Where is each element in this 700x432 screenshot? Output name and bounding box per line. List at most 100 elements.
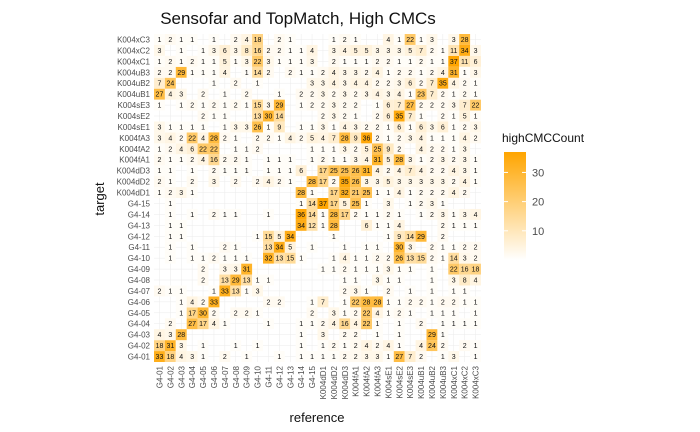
cell-value: 1 xyxy=(332,124,336,131)
cell-value: 4 xyxy=(332,70,336,77)
cell-value: 1 xyxy=(419,37,423,44)
heatmap-cell xyxy=(361,66,372,78)
cell-value: 1 xyxy=(365,267,369,274)
cell-value: 1 xyxy=(245,288,249,295)
cell-value: 3 xyxy=(386,48,390,55)
cell-value: 1 xyxy=(452,321,456,328)
cell-value: 4 xyxy=(452,81,456,88)
cell-value: 5 xyxy=(463,114,467,121)
heatmap-cell xyxy=(219,99,231,111)
cell-value: 2 xyxy=(354,354,358,361)
heatmap-cell xyxy=(328,351,340,362)
y-tick-label: K004dD3 xyxy=(117,167,151,176)
cell-value: 1 xyxy=(310,354,314,361)
cell-value: 29 xyxy=(428,332,436,339)
cell-value: 1 xyxy=(266,278,270,285)
x-tick-label: G4-14 xyxy=(297,365,306,388)
heatmap-cell xyxy=(372,154,383,166)
heatmap-cell xyxy=(164,55,176,67)
heatmap-cell xyxy=(317,176,329,188)
heatmap-cell xyxy=(328,307,340,319)
cell-value: 7 xyxy=(397,103,401,110)
cell-value: 1 xyxy=(288,37,292,44)
cell-value: 1 xyxy=(463,288,467,295)
heatmap-cell xyxy=(350,307,362,319)
cell-value: 1 xyxy=(234,59,238,66)
cell-value: 2 xyxy=(386,59,390,66)
heatmap-cell xyxy=(284,165,296,177)
cell-value: 22 xyxy=(363,310,371,317)
heatmap-cell xyxy=(448,154,460,166)
cell-value: 1 xyxy=(408,59,412,66)
heatmap-cell xyxy=(175,187,187,198)
cell-value: 28 xyxy=(363,299,371,306)
heatmap-cell xyxy=(208,55,220,67)
cell-value: 9 xyxy=(354,135,358,142)
cell-value: 3 xyxy=(386,201,390,208)
cell-value: 1 xyxy=(343,278,347,285)
cell-value: 1 xyxy=(212,81,216,88)
heatmap-cell xyxy=(154,77,165,89)
heatmap-cell xyxy=(273,88,285,100)
cell-value: 1 xyxy=(321,146,325,153)
heatmap-cell xyxy=(154,88,165,100)
heatmap-cell xyxy=(372,318,383,330)
heatmap-cell xyxy=(317,88,329,100)
heatmap-cell xyxy=(154,55,165,67)
cell-value: 2 xyxy=(212,168,216,175)
cell-value: 3 xyxy=(474,124,478,131)
heatmap-cell xyxy=(350,110,362,122)
heatmap-cell xyxy=(219,274,231,286)
heatmap-cell xyxy=(382,176,394,188)
cell-value: 1 xyxy=(212,59,216,66)
heatmap-cell xyxy=(306,66,318,78)
cell-value: 1 xyxy=(310,321,314,328)
cell-value: 3 xyxy=(168,332,172,339)
cell-value: 2 xyxy=(430,48,434,55)
cell-value: 31 xyxy=(363,168,371,175)
cell-value: 2 xyxy=(430,256,434,263)
cell-value: 3 xyxy=(343,81,347,88)
cell-value: 2 xyxy=(277,48,281,55)
cell-value: 2 xyxy=(354,332,358,339)
heatmap-cell xyxy=(426,154,438,166)
heatmap-cell xyxy=(164,285,176,297)
cell-value: 1 xyxy=(179,103,183,110)
heatmap-cell xyxy=(350,329,362,341)
heatmap-cell xyxy=(154,154,165,166)
legend-ticks: 10 20 30 xyxy=(504,167,544,238)
heatmap-cell xyxy=(306,121,318,133)
heatmap-cell xyxy=(317,318,329,330)
heatmap-cell xyxy=(393,77,405,89)
heatmap-cell xyxy=(339,307,351,319)
y-tick-label: G4-09 xyxy=(128,265,151,274)
heatmap-cell xyxy=(361,285,372,297)
heatmap-cell xyxy=(415,176,427,188)
heatmap-cell xyxy=(382,187,394,198)
cell-value: 2 xyxy=(310,103,314,110)
heatmap-cell xyxy=(437,318,449,330)
heatmap-cell xyxy=(361,88,372,100)
cell-value: 1 xyxy=(419,157,423,164)
heatmap-cell xyxy=(448,208,460,220)
cell-value: 3 xyxy=(354,70,358,77)
cell-value: 4 xyxy=(343,48,347,55)
heatmap-cell xyxy=(328,55,340,67)
cell-value: 3 xyxy=(474,70,478,77)
cell-value: 1 xyxy=(441,332,445,339)
cell-value: 31 xyxy=(374,157,382,164)
cell-value: 18 xyxy=(254,37,262,44)
x-tick-label: K004sE2 xyxy=(395,365,404,398)
heatmap-cell xyxy=(230,176,242,188)
heatmap-cell xyxy=(470,88,481,100)
heatmap-cell xyxy=(426,198,438,209)
heatmap-cell xyxy=(241,143,253,155)
cell-value: 1 xyxy=(474,114,478,121)
cell-value: 1 xyxy=(375,332,379,339)
cell-value: 3 xyxy=(256,288,260,295)
heatmap-cell xyxy=(306,351,318,362)
cell-value: 3 xyxy=(266,59,270,66)
heatmap-cell xyxy=(470,241,481,253)
heatmap-cell xyxy=(339,285,351,297)
legend-title: highCMCCount xyxy=(502,131,585,145)
